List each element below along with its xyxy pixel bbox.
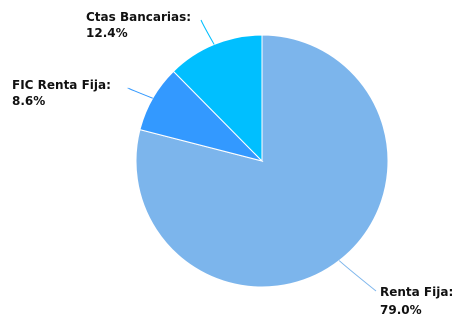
- pie-slice-ctas-bancarias: [172, 34, 263, 163]
- label-ctas-bancarias: Ctas Bancarias: 12.4%: [86, 10, 191, 40]
- connector-fic-renta-fija: [127, 87, 153, 99]
- label-fic-renta-fija: FIC Renta Fija: 8.6%: [12, 78, 111, 108]
- label-renta-fija-percent: 79.0%: [380, 303, 422, 317]
- label-renta-fija-name: Renta Fija:: [380, 285, 453, 299]
- label-fic-renta-fija-percent: 8.6%: [12, 94, 45, 108]
- label-fic-renta-fija-name: FIC Renta Fija:: [12, 78, 111, 92]
- label-ctas-bancarias-percent: 12.4%: [86, 26, 128, 40]
- connector-ctas-bancarias: [200, 19, 215, 45]
- label-renta-fija: Renta Fija: 79.0%: [380, 285, 453, 317]
- label-ctas-bancarias-name: Ctas Bancarias:: [86, 10, 191, 24]
- connector-renta-fija: [338, 260, 377, 292]
